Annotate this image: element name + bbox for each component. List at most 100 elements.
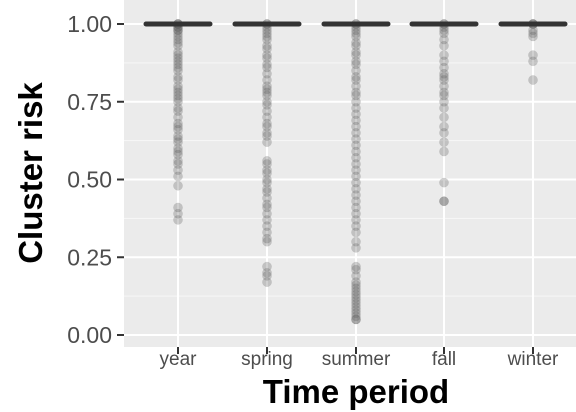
data-point-fall (439, 68, 449, 79)
data-point-summer (351, 109, 361, 120)
data-point-winter (528, 75, 538, 85)
data-point-spring (262, 44, 272, 54)
plot-panel (124, 0, 576, 347)
data-point-year (173, 81, 183, 92)
data-point-spring (262, 100, 272, 110)
data-point-year (173, 143, 183, 154)
data-point-fall (439, 196, 449, 207)
data-point-summer (351, 264, 361, 275)
data-point-fall (439, 62, 449, 73)
data-point-year (173, 62, 183, 73)
data-point-summer (351, 37, 361, 48)
data-point-summer (351, 305, 361, 315)
data-point-spring (262, 84, 272, 95)
data-point-fall (439, 40, 449, 51)
data-point-year (173, 159, 183, 169)
data-point-year (173, 106, 183, 116)
data-point-fall (439, 128, 449, 138)
data-point-year (173, 65, 183, 76)
data-point-summer (351, 115, 361, 126)
data-point-summer (351, 196, 361, 207)
data-point-summer (351, 40, 361, 51)
data-point-year (173, 87, 183, 98)
data-point-summer (351, 47, 361, 57)
data-point-summer (351, 208, 361, 219)
data-point-summer (351, 81, 361, 92)
data-point-year (173, 84, 183, 95)
data-point-spring (262, 59, 272, 70)
data-point-summer (351, 146, 361, 157)
data-point-summer (351, 65, 361, 76)
data-point-summer (351, 72, 361, 82)
data-point-summer (351, 295, 361, 306)
data-point-summer (351, 308, 361, 319)
data-point-spring (262, 174, 272, 185)
data-point-spring (262, 128, 272, 138)
data-point-summer (351, 215, 361, 225)
data-point-summer (351, 31, 361, 42)
data-point-year (173, 171, 183, 182)
data-point-spring (262, 28, 272, 39)
y-axis-ticks: 0.00 0.25 0.50 0.75 1.00 (67, 11, 124, 348)
data-point-summer (351, 311, 361, 322)
data-point-spring (262, 159, 272, 169)
data-point-spring (262, 202, 272, 213)
data-point-spring (262, 31, 272, 42)
data-point-fall (439, 90, 449, 101)
data-point-spring (262, 199, 272, 210)
data-point-spring (262, 227, 272, 238)
y-tick-label: 0.00 (67, 322, 112, 348)
data-point-spring (262, 261, 272, 272)
data-point-year (173, 155, 183, 166)
data-point-year (173, 202, 183, 213)
data-point-year (173, 149, 183, 160)
data-point-summer (351, 134, 361, 144)
data-point-year (173, 75, 183, 85)
data-point-year (173, 215, 183, 225)
data-point-year (173, 50, 183, 60)
data-point-year (173, 59, 183, 70)
x-tick-label-winter: winter (507, 349, 559, 370)
data-point-fall (439, 50, 449, 60)
data-point-year (173, 131, 183, 141)
data-point-summer (351, 96, 361, 107)
data-point-winter (528, 56, 538, 67)
data-point-year (173, 72, 183, 82)
data-point-year (173, 103, 183, 113)
data-point-year (173, 208, 183, 219)
data-point-year (173, 56, 183, 67)
data-point-year (173, 31, 183, 42)
data-point-year (173, 34, 183, 45)
data-point-spring (262, 236, 272, 247)
data-point-summer (351, 183, 361, 194)
data-point-year (173, 47, 183, 57)
data-point-winter (528, 31, 538, 42)
data-point-spring (262, 75, 272, 85)
x-tick-label-summer: summer (322, 349, 391, 370)
data-point-spring (262, 187, 272, 197)
data-point-summer (351, 292, 361, 303)
data-point-fall (439, 196, 449, 207)
data-point-year (173, 146, 183, 157)
data-point-spring (262, 208, 272, 219)
data-point-year (173, 165, 183, 176)
data-point-summer (351, 227, 361, 238)
data-point-fall (439, 28, 449, 39)
data-point-spring (262, 50, 272, 60)
data-point-summer (351, 314, 361, 325)
data-point-spring (262, 267, 272, 278)
data-point-summer (351, 190, 361, 200)
y-tick-label: 0.25 (67, 244, 112, 270)
data-point-summer (351, 271, 361, 281)
data-point-spring (262, 62, 272, 73)
data-point-year (173, 37, 183, 48)
data-point-summer (351, 75, 361, 85)
data-point-year (173, 121, 183, 132)
data-point-year (173, 180, 183, 191)
data-point-summer (351, 50, 361, 60)
data-point-summer (351, 159, 361, 169)
data-point-summer (351, 90, 361, 101)
data-point-summer (351, 236, 361, 247)
data-point-spring (262, 215, 272, 225)
